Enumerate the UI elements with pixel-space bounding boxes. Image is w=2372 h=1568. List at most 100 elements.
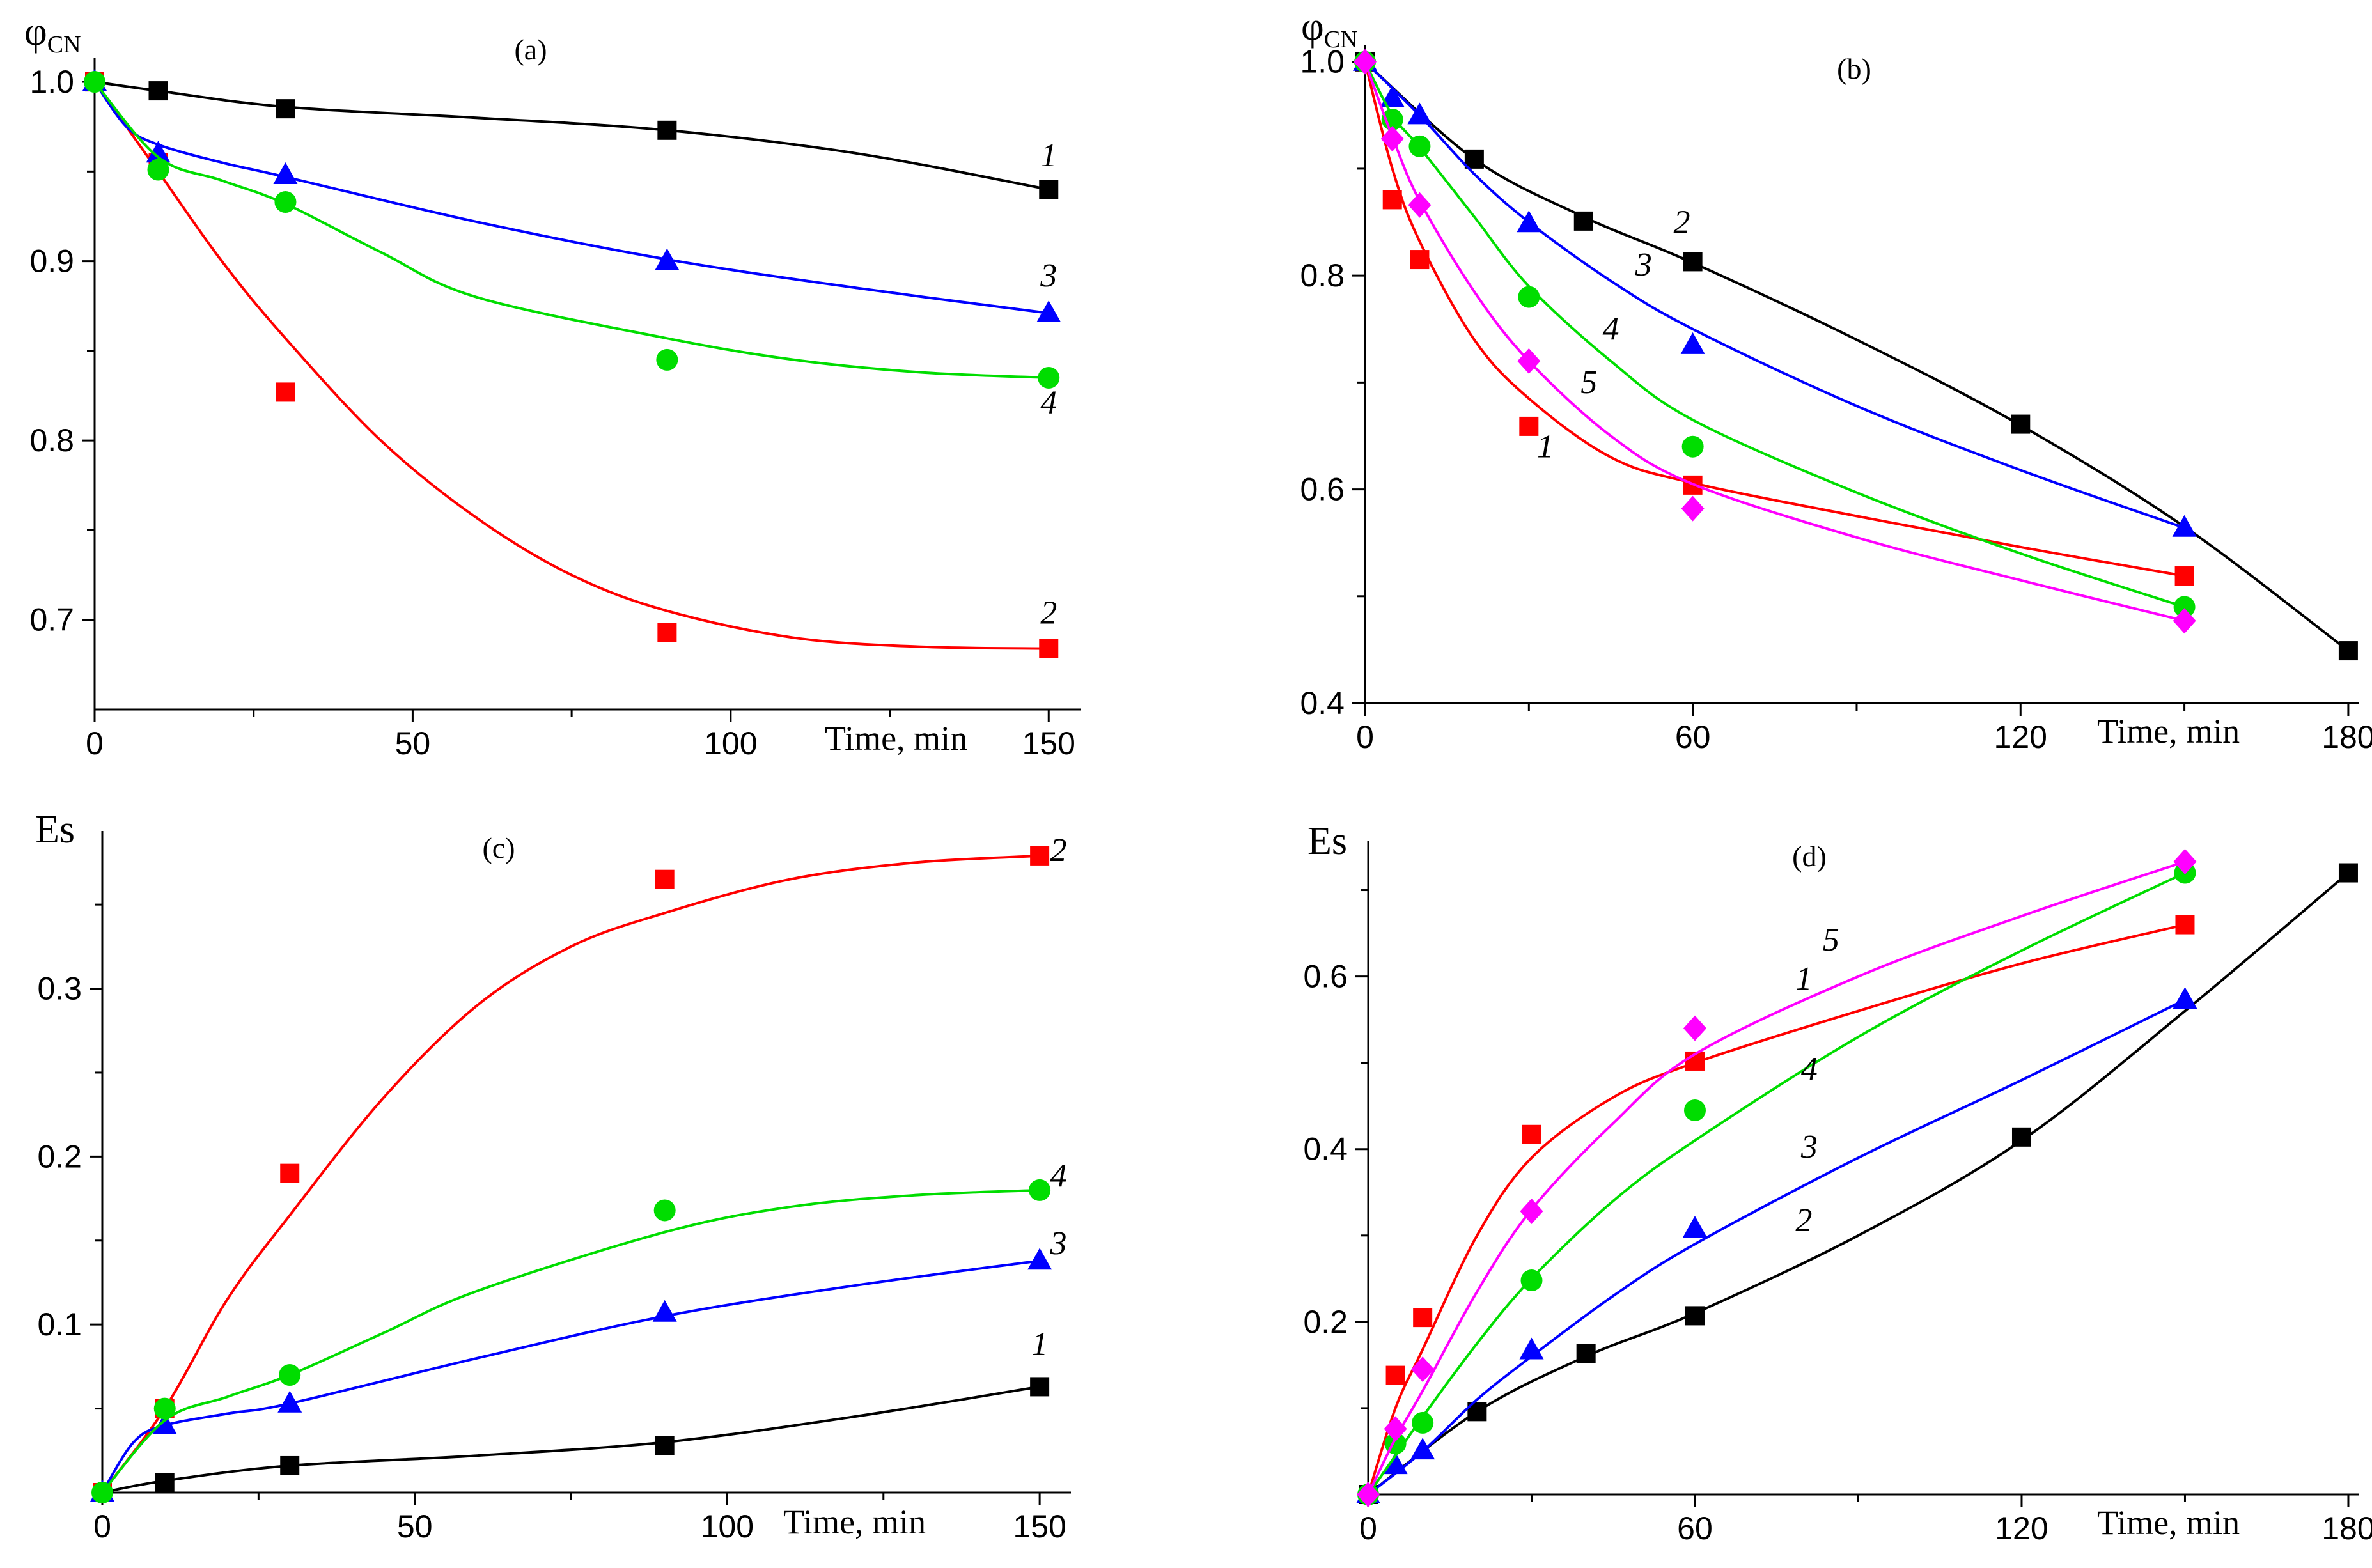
y-tick-label: 1.0 bbox=[1300, 44, 1345, 80]
data-point bbox=[1411, 1356, 1435, 1383]
data-point bbox=[84, 71, 105, 93]
y-axis-label: Es bbox=[1307, 819, 1347, 863]
y-axis-label-main: Es bbox=[35, 808, 75, 851]
data-point bbox=[1039, 180, 1059, 199]
data-point bbox=[1384, 1416, 1407, 1442]
y-tick-label: 0.6 bbox=[1303, 959, 1348, 995]
x-tick-label: 0 bbox=[93, 1509, 111, 1544]
y-axis-label: φCN bbox=[24, 10, 81, 58]
data-point bbox=[1573, 211, 1593, 231]
data-point bbox=[2011, 1127, 2031, 1147]
x-axis-label: Time, min bbox=[783, 1503, 926, 1541]
series-line bbox=[93, 81, 1049, 650]
series-5 bbox=[1357, 848, 2197, 1507]
data-point bbox=[1027, 1248, 1052, 1270]
data-point bbox=[1408, 135, 1431, 157]
series-1 bbox=[93, 1377, 1050, 1502]
series-line bbox=[93, 81, 1049, 314]
data-point bbox=[1681, 495, 1705, 522]
curve-label: 3 bbox=[1040, 258, 1057, 294]
x-tick-label: 50 bbox=[397, 1509, 433, 1544]
series-4 bbox=[1354, 50, 2196, 618]
data-point bbox=[1464, 149, 1484, 169]
series-line bbox=[1367, 860, 2186, 1495]
series-line bbox=[1367, 871, 2186, 1496]
curve-label: 5 bbox=[1823, 922, 1839, 958]
data-point bbox=[652, 1300, 677, 1322]
data-point bbox=[274, 191, 297, 213]
data-point bbox=[1408, 192, 1432, 218]
data-point bbox=[1030, 1377, 1050, 1397]
panel-a: 0 50 100 150 0.7 0.8 0.9 1.0 φCN Time, min (a) 1 2 3 4 bbox=[24, 10, 1081, 761]
data-point bbox=[1036, 300, 1061, 322]
y-axis-label-main: Es bbox=[1307, 819, 1347, 863]
data-point bbox=[1029, 1179, 1051, 1201]
data-point bbox=[279, 1364, 301, 1386]
data-point bbox=[1039, 639, 1059, 658]
series-2 bbox=[1355, 52, 2358, 661]
y-tick-label: 0.3 bbox=[37, 971, 82, 1007]
curve-label: 1 bbox=[1031, 1326, 1048, 1362]
panel-label: (b) bbox=[1837, 52, 1871, 85]
x-tick-label: 0 bbox=[1359, 1510, 1377, 1546]
data-point bbox=[146, 141, 171, 163]
curve-label: 2 bbox=[1674, 204, 1690, 240]
y-tick-label: 1.0 bbox=[29, 64, 74, 100]
y-tick-label: 0.2 bbox=[37, 1138, 82, 1174]
x-axis-label: Time, min bbox=[2097, 1503, 2240, 1542]
data-point bbox=[2172, 515, 2197, 537]
panel-c: 0 50 100 150 0.1 0.2 0.3 Es Time, min (c) 1 2 3 4 bbox=[35, 808, 1071, 1544]
data-point bbox=[2173, 848, 2197, 874]
data-point bbox=[280, 1163, 300, 1183]
data-point bbox=[1410, 1438, 1435, 1460]
x-tick-label: 60 bbox=[1675, 719, 1711, 755]
data-point bbox=[1683, 252, 1703, 272]
series-line bbox=[1364, 61, 2185, 577]
series-line bbox=[101, 1188, 1040, 1494]
curve-label: 5 bbox=[1580, 364, 1597, 401]
y-axis-label: φCN bbox=[1301, 5, 1358, 53]
y-tick-label: 0.7 bbox=[29, 602, 74, 638]
data-point bbox=[155, 1473, 175, 1493]
curve-label: 4 bbox=[1050, 1158, 1066, 1195]
series-line bbox=[1364, 61, 2185, 623]
series-5 bbox=[1354, 49, 2196, 634]
curve-label: 4 bbox=[1801, 1052, 1818, 1088]
series-3 bbox=[1353, 49, 2197, 537]
data-point bbox=[1413, 1308, 1433, 1328]
data-point bbox=[657, 623, 677, 642]
data-point bbox=[655, 248, 680, 270]
y-axis-label: Es bbox=[35, 808, 75, 851]
x-axis-label: Time, min bbox=[2097, 712, 2240, 750]
data-point bbox=[1682, 1215, 1707, 1238]
series-line bbox=[1367, 923, 2185, 1495]
series-line bbox=[101, 854, 1040, 1494]
curve-label: 4 bbox=[1602, 311, 1619, 347]
x-tick-label: 150 bbox=[1022, 726, 1075, 761]
y-axis-label-sub: CN bbox=[1324, 26, 1358, 53]
data-point bbox=[277, 1390, 302, 1413]
data-point bbox=[2011, 414, 2031, 434]
series-2 bbox=[85, 72, 1059, 658]
data-point bbox=[2175, 915, 2195, 935]
data-point bbox=[1576, 1344, 1596, 1363]
series-line bbox=[93, 81, 1049, 379]
data-point bbox=[1412, 1411, 1434, 1434]
data-point bbox=[1522, 1124, 1541, 1144]
x-tick-label: 120 bbox=[1995, 1510, 2048, 1546]
series-line bbox=[1364, 61, 2185, 529]
data-point bbox=[280, 1455, 300, 1475]
series-3 bbox=[90, 1248, 1052, 1502]
data-point bbox=[2338, 641, 2358, 661]
y-axis-label-main: φ bbox=[1301, 5, 1324, 49]
series-line bbox=[1367, 998, 2186, 1496]
data-point bbox=[1380, 85, 1405, 107]
y-tick-label: 0.4 bbox=[1300, 685, 1345, 721]
series-line bbox=[1364, 61, 2185, 609]
data-point bbox=[2173, 596, 2196, 618]
data-point bbox=[1030, 846, 1050, 866]
series-line bbox=[1367, 871, 2350, 1496]
curve-label: 3 bbox=[1635, 247, 1652, 283]
x-tick-label: 50 bbox=[395, 726, 431, 761]
